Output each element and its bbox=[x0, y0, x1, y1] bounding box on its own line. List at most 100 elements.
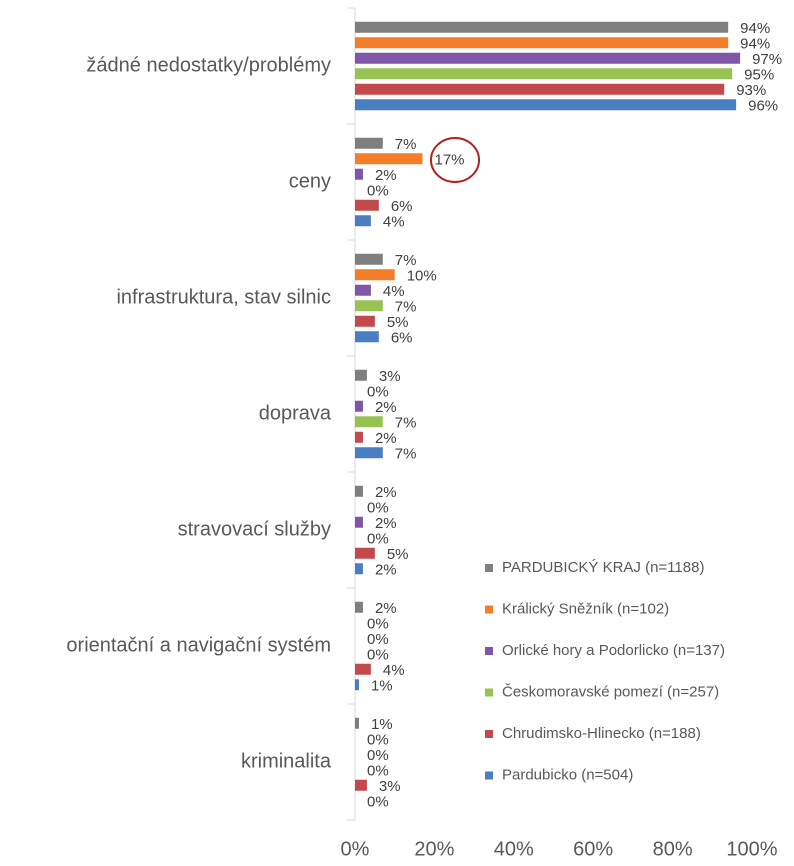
value-label: 94% bbox=[740, 20, 770, 37]
value-label: 0% bbox=[367, 500, 389, 517]
value-label: 95% bbox=[744, 67, 774, 84]
bar bbox=[355, 331, 379, 343]
value-label: 5% bbox=[387, 314, 409, 331]
bar bbox=[355, 679, 359, 691]
category-label: stravovací služby bbox=[178, 518, 331, 540]
bar bbox=[355, 68, 733, 80]
value-label: 96% bbox=[748, 98, 778, 115]
legend-swatch bbox=[485, 730, 493, 738]
value-label: 7% bbox=[395, 446, 417, 463]
value-label: 0% bbox=[367, 384, 389, 401]
value-label: 0% bbox=[367, 763, 389, 780]
value-label: 7% bbox=[395, 415, 417, 432]
bar bbox=[355, 315, 375, 327]
bar bbox=[355, 83, 725, 95]
legend-label: Pardubicko (n=504) bbox=[502, 766, 633, 783]
bar bbox=[355, 717, 359, 729]
bar bbox=[355, 284, 371, 296]
value-label: 94% bbox=[740, 36, 770, 53]
value-label: 3% bbox=[379, 778, 401, 795]
value-label: 97% bbox=[752, 51, 782, 68]
value-label: 2% bbox=[375, 167, 397, 184]
legend-label: Českomoravské pomezí (n=257) bbox=[502, 683, 719, 700]
bar bbox=[355, 269, 395, 281]
value-label: 0% bbox=[367, 647, 389, 664]
bar bbox=[355, 400, 363, 412]
value-label: 0% bbox=[367, 183, 389, 200]
value-label: 2% bbox=[375, 562, 397, 579]
bar bbox=[355, 21, 729, 33]
value-label: 17% bbox=[434, 152, 464, 169]
value-label: 0% bbox=[367, 732, 389, 749]
value-label: 0% bbox=[367, 631, 389, 648]
x-tick-label: 40% bbox=[494, 838, 534, 860]
value-label: 0% bbox=[367, 616, 389, 633]
category-label: doprava bbox=[259, 402, 332, 424]
value-label: 0% bbox=[367, 531, 389, 548]
value-label: 0% bbox=[367, 794, 389, 811]
value-label: 4% bbox=[383, 283, 405, 300]
x-tick-label: 100% bbox=[726, 838, 777, 860]
legend-label: Orlické hory a Podorlicko (n=137) bbox=[502, 642, 725, 659]
bar bbox=[355, 99, 737, 111]
value-label: 2% bbox=[375, 515, 397, 532]
value-label: 7% bbox=[395, 136, 417, 153]
value-label: 3% bbox=[379, 368, 401, 385]
bar bbox=[355, 52, 741, 64]
value-label: 6% bbox=[391, 330, 413, 347]
category-label: kriminalita bbox=[241, 750, 332, 772]
legend-label: Králický Sněžník (n=102) bbox=[502, 600, 669, 617]
bar bbox=[355, 199, 379, 211]
bar bbox=[355, 215, 371, 227]
value-label: 1% bbox=[371, 678, 393, 695]
value-label: 1% bbox=[371, 716, 393, 733]
value-label: 93% bbox=[736, 82, 766, 99]
value-label: 2% bbox=[375, 430, 397, 447]
value-label: 10% bbox=[407, 268, 437, 285]
legend-swatch bbox=[485, 688, 493, 697]
value-label: 6% bbox=[391, 198, 413, 215]
bar bbox=[355, 137, 383, 149]
bar bbox=[355, 601, 363, 613]
bar bbox=[355, 153, 423, 165]
x-tick-label: 0% bbox=[341, 838, 370, 860]
bar bbox=[355, 779, 367, 791]
value-label: 7% bbox=[395, 252, 417, 269]
bar bbox=[355, 37, 729, 49]
bar bbox=[355, 663, 371, 675]
x-tick-label: 20% bbox=[414, 838, 454, 860]
value-label: 4% bbox=[383, 662, 405, 679]
legend-label: Chrudimsko-Hlinecko (n=188) bbox=[502, 725, 701, 742]
category-label: ceny bbox=[289, 170, 331, 192]
legend-swatch bbox=[485, 771, 493, 780]
bar bbox=[355, 447, 383, 459]
value-label: 2% bbox=[375, 484, 397, 501]
bar bbox=[355, 485, 363, 497]
legend-swatch bbox=[485, 605, 493, 614]
bar bbox=[355, 431, 363, 443]
highlight-circle bbox=[430, 137, 480, 183]
category-label: žádné nedostatky/problémy bbox=[86, 54, 331, 76]
legend-label: PARDUBICKÝ KRAJ (n=1188) bbox=[502, 559, 704, 576]
x-tick-label: 60% bbox=[573, 838, 613, 860]
legend-swatch bbox=[485, 564, 493, 572]
value-label: 2% bbox=[375, 399, 397, 416]
x-tick-label: 80% bbox=[653, 838, 693, 860]
bar bbox=[355, 416, 383, 428]
value-label: 0% bbox=[367, 747, 389, 764]
legend-swatch bbox=[485, 647, 493, 655]
value-label: 2% bbox=[375, 600, 397, 617]
value-label: 5% bbox=[387, 546, 409, 563]
category-label: orientační a navigační systém bbox=[66, 634, 331, 656]
bar bbox=[355, 369, 367, 381]
category-label: infrastruktura, stav silnic bbox=[116, 286, 331, 308]
value-label: 7% bbox=[395, 299, 417, 316]
bar bbox=[355, 547, 375, 559]
value-label: 4% bbox=[383, 214, 405, 231]
bar bbox=[355, 168, 363, 180]
bar bbox=[355, 300, 383, 312]
bar bbox=[355, 253, 383, 265]
bar bbox=[355, 563, 363, 575]
bar bbox=[355, 516, 363, 528]
